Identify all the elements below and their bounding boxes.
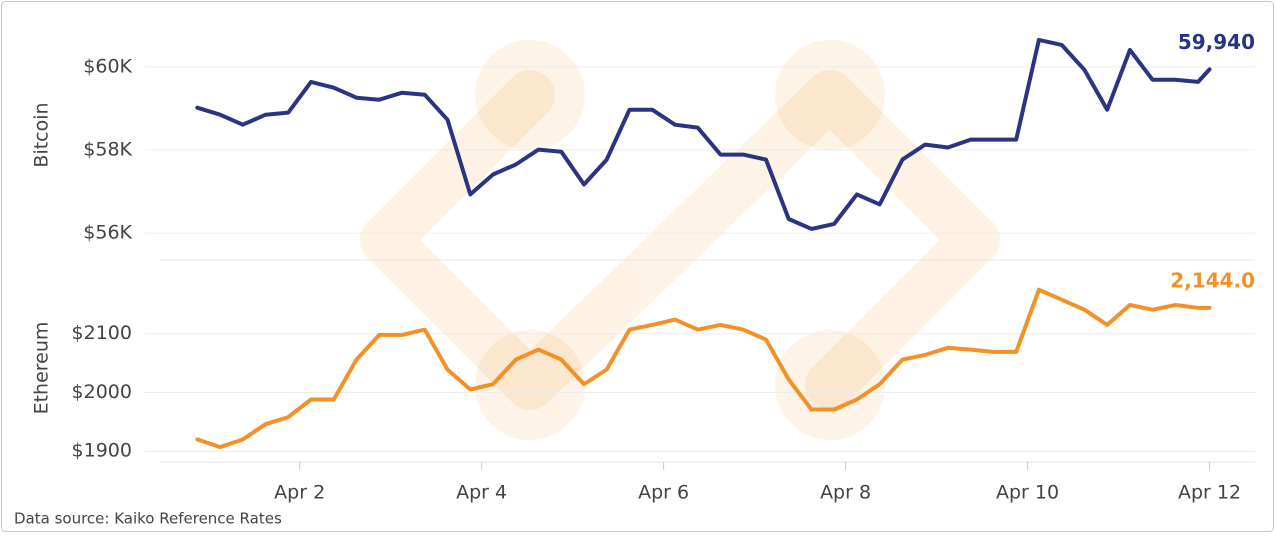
y-tick-label: $56K — [83, 222, 132, 244]
price-line — [195, 37, 1212, 231]
y-tick-label: $60K — [83, 55, 132, 77]
y-tick-label: $58K — [83, 139, 132, 161]
x-tick-label: Apr 6 — [638, 482, 689, 504]
x-tick-label: Apr 4 — [456, 482, 507, 504]
source-note: Data source: Kaiko Reference Rates — [14, 510, 282, 528]
x-tick-label: Apr 2 — [274, 482, 325, 504]
price-line — [195, 287, 1212, 450]
watermark-dots — [475, 40, 885, 440]
y-axis-label: Bitcoin — [31, 102, 53, 167]
x-tick-label: Apr 8 — [820, 482, 871, 504]
y-axis-label: Ethereum — [31, 322, 53, 415]
x-tick-label: Apr 12 — [1178, 482, 1241, 504]
y-tick-label: $2000 — [72, 381, 132, 403]
y-tick-label: $2100 — [72, 322, 132, 344]
y-tick-label: $1900 — [72, 440, 132, 462]
last-value-label: 59,940 — [1178, 30, 1255, 54]
last-value-label: 2,144.0 — [1170, 268, 1255, 292]
watermark — [360, 70, 1000, 410]
x-tick-label: Apr 10 — [996, 482, 1059, 504]
